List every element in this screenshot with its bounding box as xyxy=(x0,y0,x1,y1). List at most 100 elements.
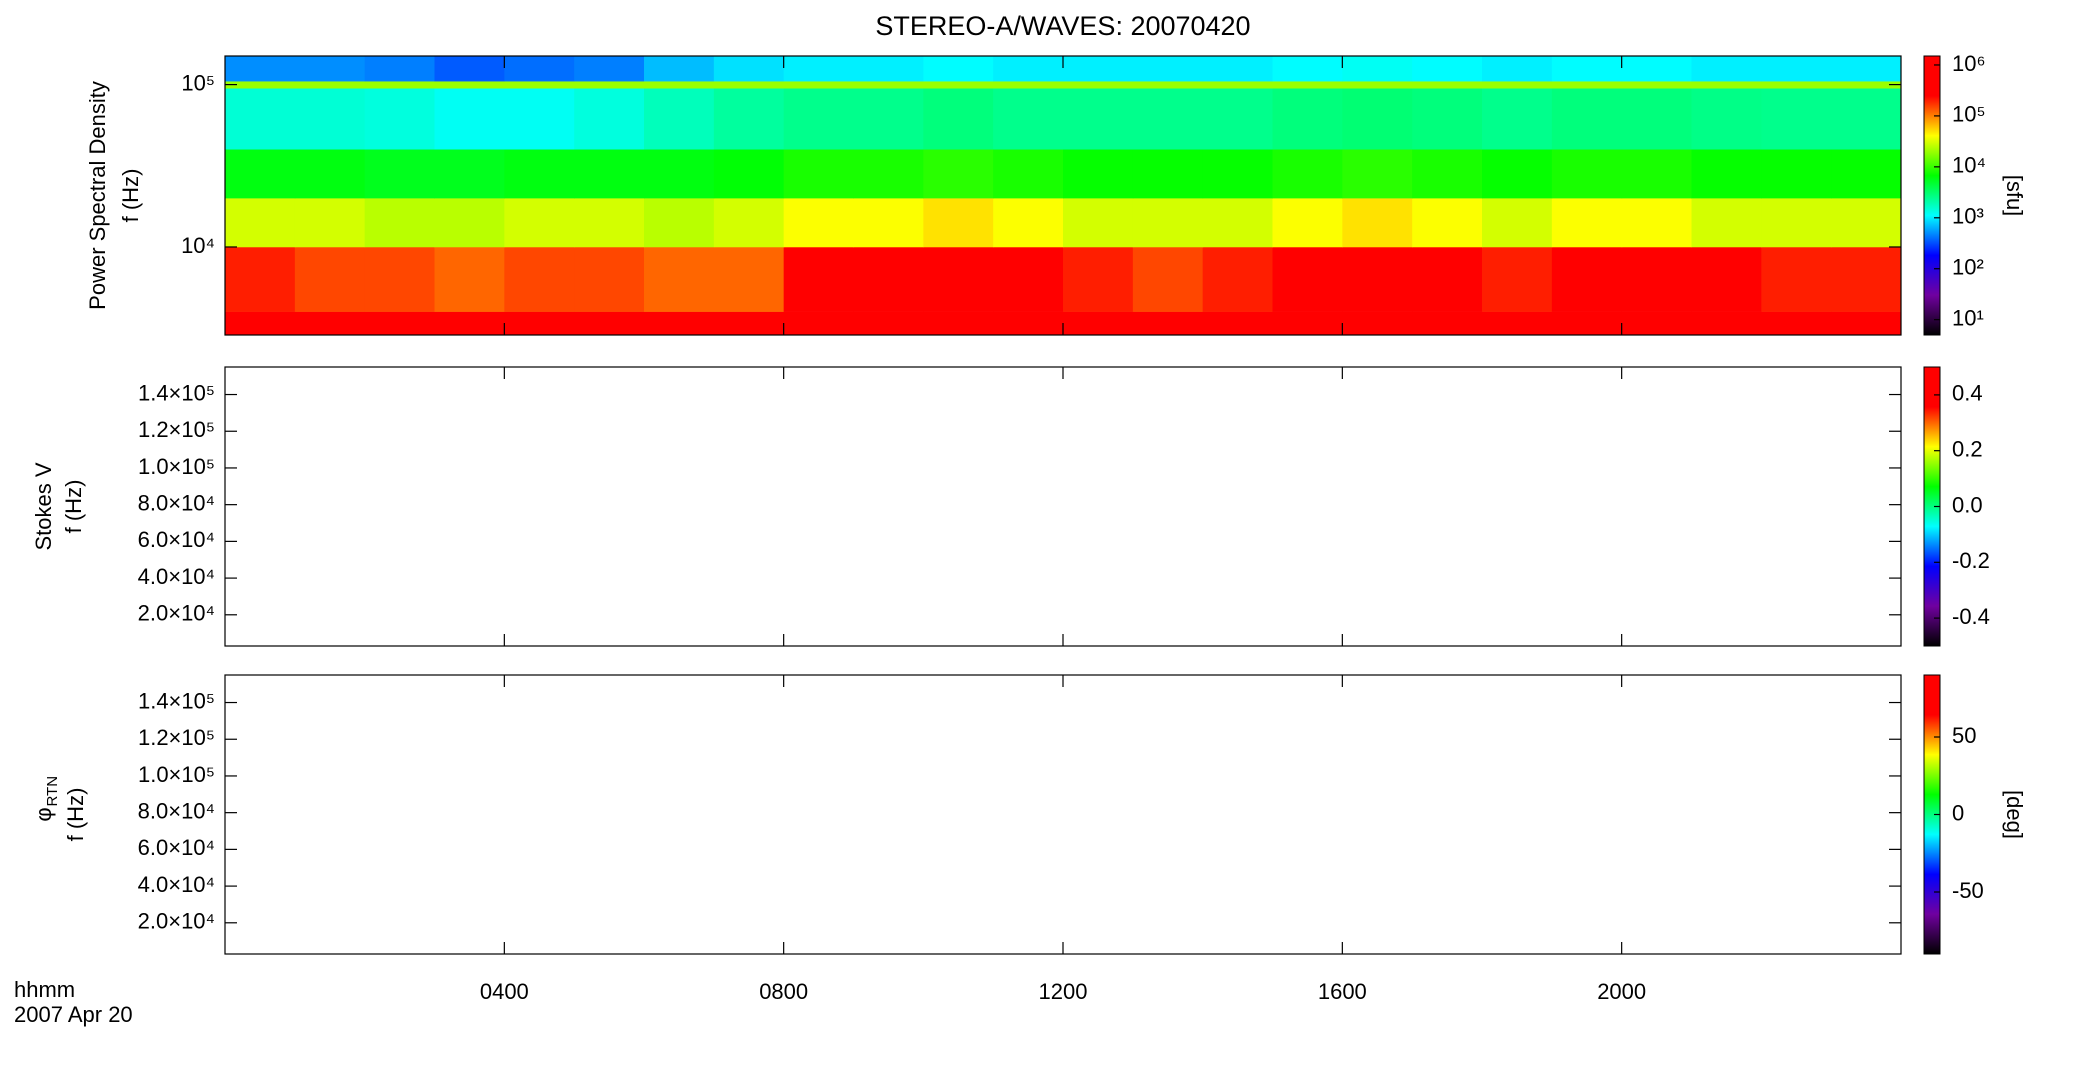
heatmap-cell xyxy=(1482,56,1553,82)
heatmap-cell xyxy=(1482,246,1553,312)
heatmap-cell xyxy=(1761,246,1832,312)
heatmap-cell xyxy=(1132,311,1204,336)
heatmap-cell xyxy=(1621,246,1692,312)
y-tick-label: 1.0×10⁵ xyxy=(138,454,215,479)
heatmap-cell xyxy=(225,56,296,82)
heatmap-cell xyxy=(225,311,296,336)
heatmap-cell xyxy=(1412,81,1483,89)
heatmap-cell xyxy=(225,88,296,150)
heatmap-cell xyxy=(923,311,994,336)
y-axis-label: f (Hz) xyxy=(61,480,86,534)
y-tick-label: 8.0×10⁴ xyxy=(138,490,215,515)
y-tick-label: 2.0×10⁴ xyxy=(138,909,215,934)
heatmap-cell xyxy=(993,56,1064,82)
y-axis-label: f (Hz) xyxy=(118,169,143,223)
heatmap-cell xyxy=(644,56,715,82)
y-tick-label: 8.0×10⁴ xyxy=(138,798,215,823)
heatmap-cell xyxy=(783,149,854,199)
y-tick-label: 2.0×10⁴ xyxy=(138,601,215,626)
heatmap-cell xyxy=(1342,311,1413,336)
heatmap-cell xyxy=(504,198,575,248)
heatmap-cell xyxy=(434,246,505,312)
heatmap-cell xyxy=(1063,149,1134,199)
heatmap-cell xyxy=(1342,149,1413,199)
heatmap-cell xyxy=(1272,88,1343,150)
heatmap-cell xyxy=(434,56,505,82)
heatmap-cell xyxy=(1831,198,1902,248)
colorbar-tick-label: -50 xyxy=(1952,878,1984,903)
plot-frame xyxy=(224,674,1902,955)
heatmap-cell xyxy=(1621,149,1692,199)
heatmap-cell xyxy=(574,56,645,82)
heatmap-cell xyxy=(853,198,924,248)
heatmap-cell xyxy=(644,81,715,89)
heatmap-cell xyxy=(1551,198,1623,248)
heatmap-cell xyxy=(1831,311,1902,336)
heatmap-cell xyxy=(1202,81,1273,89)
heatmap-cell xyxy=(923,149,994,199)
heatmap-cell xyxy=(364,198,435,248)
heatmap-cell xyxy=(1202,198,1273,248)
heatmap-cell xyxy=(713,198,785,248)
heatmap-cell xyxy=(1621,88,1692,150)
y-tick-label: 1.4×10⁵ xyxy=(138,688,215,713)
x-tick-label: 1200 xyxy=(1039,979,1088,1004)
heatmap-cell xyxy=(1551,149,1623,199)
heatmap-cell xyxy=(713,56,785,82)
colorbar-tick-label: 10³ xyxy=(1952,204,1984,229)
heatmap-cell xyxy=(504,81,575,89)
heatmap-cell xyxy=(434,149,505,199)
heatmap-cell xyxy=(1831,246,1902,312)
colorbar-tick-label: 0.4 xyxy=(1952,381,1983,406)
heatmap-cell xyxy=(574,198,645,248)
heatmap-cell xyxy=(574,81,645,89)
heatmap-cell xyxy=(1132,198,1204,248)
heatmap-cell xyxy=(364,56,435,82)
heatmap-cell xyxy=(1831,88,1902,150)
colorbar-tick-label: 0 xyxy=(1952,800,1964,825)
heatmap-cell xyxy=(1412,311,1483,336)
y-axis-label-group: f (Hz) xyxy=(118,169,143,223)
heatmap-cell xyxy=(1132,56,1204,82)
colorbar-label: [deg] xyxy=(2002,790,2027,839)
heatmap-cell xyxy=(1551,56,1623,82)
y-axis-label-group: Power Spectral Density xyxy=(85,81,110,310)
y-tick-label: 6.0×10⁴ xyxy=(138,527,215,552)
colorbar-tick-label: 10⁴ xyxy=(1952,153,1986,178)
heatmap-cell xyxy=(1202,311,1273,336)
y-tick-label: 1.0×10⁵ xyxy=(138,762,215,787)
heatmap-cell xyxy=(783,81,854,89)
heatmap-cell xyxy=(923,246,994,312)
heatmap-cell xyxy=(1691,56,1762,82)
colorbar-tick-label: 0.0 xyxy=(1952,492,1983,517)
heatmap-cell xyxy=(434,198,505,248)
heatmap-cell xyxy=(225,246,296,312)
heatmap-cell xyxy=(294,149,366,199)
heatmap-cell xyxy=(713,149,785,199)
heatmap-cell xyxy=(504,56,575,82)
heatmap-cell xyxy=(574,311,645,336)
heatmap-cell xyxy=(1063,198,1134,248)
date-label: 2007 Apr 20 xyxy=(14,1002,133,1027)
heatmap-cell xyxy=(1761,56,1832,82)
heatmap-cell xyxy=(1551,311,1623,336)
x-axis-label: hhmm xyxy=(14,977,75,1002)
heatmap-cell xyxy=(294,81,366,89)
heatmap-cell xyxy=(783,246,854,312)
y-axis-label: Power Spectral Density xyxy=(85,81,110,310)
heatmap-cell xyxy=(225,81,296,89)
heatmap-cell xyxy=(1691,88,1762,150)
y-axis-label: Stokes V xyxy=(31,462,56,550)
colorbar-tick-label: 50 xyxy=(1952,723,1976,748)
colorbar-label-group: [deg] xyxy=(2002,790,2027,839)
heatmap-cell xyxy=(364,149,435,199)
y-axis-label-subscript: RTN xyxy=(44,776,61,807)
heatmap-cell xyxy=(225,198,296,248)
heatmap-cell xyxy=(644,88,715,150)
y-axis-label: f (Hz) xyxy=(63,788,88,842)
heatmap-cell xyxy=(1342,246,1413,312)
heatmap-cell xyxy=(923,198,994,248)
heatmap-cell xyxy=(434,88,505,150)
heatmap-cell xyxy=(853,81,924,89)
heatmap-cell xyxy=(1063,56,1134,82)
